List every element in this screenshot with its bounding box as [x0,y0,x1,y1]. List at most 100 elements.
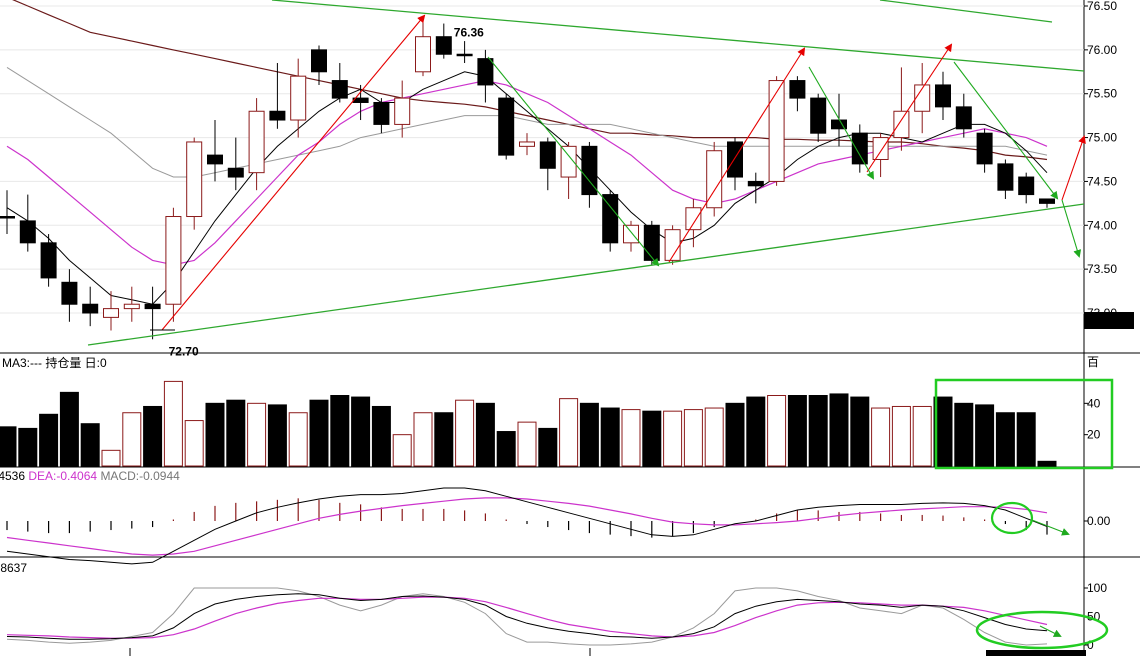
macd-dea-line [6,497,1048,556]
volume-bar [434,412,454,467]
candle-body [519,141,535,147]
candle-body [144,303,161,310]
candle-body [1039,198,1055,204]
volume-bar [496,431,516,467]
candle-body [477,58,494,86]
volume-tick-label: 40 [1087,396,1101,410]
volume-bar [0,426,17,467]
candle-body [311,49,327,73]
price-annotation: 72.70 [169,344,199,358]
volume-bar [18,427,38,467]
candle-body [1018,176,1035,196]
volume-bar [80,423,100,467]
volume-bar [475,402,495,467]
candle-body [248,110,265,174]
kdj-j-line [6,587,1048,646]
candle-body [498,97,515,156]
candle-body [955,106,972,130]
up-arrow [866,43,953,173]
volume-bar [226,399,246,467]
volume-bar [330,395,350,467]
volume-bar [954,402,974,467]
kdj-header: .8637 [0,561,27,575]
candle-body [207,154,223,165]
candle-body [290,75,307,121]
candle-body [997,163,1014,191]
down-arrow [953,61,1059,200]
volume-bar [184,420,204,467]
candle-body [851,132,868,165]
volume-bar [995,412,1015,467]
candle-body [269,110,286,121]
volume-bar [704,407,724,467]
volume-bar [1016,412,1036,467]
price-tick-label: 73.50 [1087,262,1117,276]
volume-bar [163,380,183,467]
candle-body [165,216,182,305]
volume-bar [621,409,641,467]
candle-body [872,137,889,160]
price-tick-label: 76.00 [1087,43,1117,57]
volume-bar [122,412,142,467]
price-tick-label: 75.50 [1087,87,1117,101]
volume-bar [600,407,620,467]
volume-bar [59,391,79,467]
kdj-tick-label: 100 [1087,581,1107,595]
volume-bar [455,399,475,467]
volume-bar [517,421,537,467]
up-arrow [161,14,426,331]
volume-bar [39,413,59,467]
candle-body [82,303,99,314]
macd-highlight-circle [990,501,1034,535]
candle-body [103,308,119,318]
bottom-bar [986,650,1086,656]
up-arrow [668,47,806,263]
candle-body [19,220,36,244]
volume-bar [1037,460,1057,467]
candle-body [227,167,244,178]
volume-bar [850,396,870,467]
volume-bar [247,402,267,467]
volume-highlight-box [934,378,1114,470]
price-tick-label: 74.00 [1087,218,1117,232]
volume-bar [559,398,579,467]
candle-body [539,141,556,169]
kdj-k-line [6,593,1048,640]
kdj-down-arrow [1039,625,1062,637]
candle-body [976,132,993,165]
macd-down-arrow [1031,519,1070,536]
volume-bar [912,405,932,467]
volume-bar [392,434,412,467]
volume-bar [351,396,371,467]
candle-body [747,180,764,187]
volume-header: MA3:--- 持仓量 日:0 [2,355,107,370]
candle-body [914,84,931,112]
candle-body [415,36,431,73]
volume-bar [579,402,599,467]
down-arrow [808,66,874,180]
macd-header: .4536 DEA:-0.4064 MACD:-0.0944 [0,469,180,483]
candle-body [61,281,78,305]
kdj-d-line [6,596,1048,639]
volume-bar [933,396,953,467]
volume-bar [746,396,766,467]
volume-bar [829,393,849,467]
volume-bar [808,395,828,467]
price-tick-label: 76.50 [1087,0,1117,13]
down-arrow [1061,199,1082,258]
candle-body [581,145,598,196]
kdj-highlight-ellipse [975,610,1109,650]
last-price-tag [1084,312,1134,329]
ma-long-line [6,66,1048,178]
price-annotation: 76.36 [454,25,484,39]
kdj-tick-label: 0 [1087,638,1094,652]
candle-body [0,216,15,219]
candle-body [331,80,348,99]
volume-bar [891,405,911,467]
candle-body [643,224,660,261]
candle-body [40,242,57,279]
candle-body [810,97,827,134]
volume-bar [725,402,745,467]
volume-bar [642,410,662,467]
